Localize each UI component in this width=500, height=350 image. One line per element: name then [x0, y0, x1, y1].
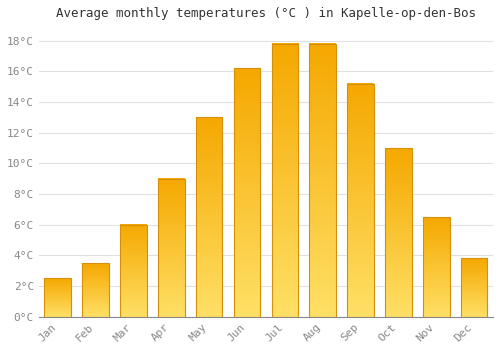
Bar — [158, 179, 184, 317]
Bar — [272, 44, 298, 317]
Bar — [348, 84, 374, 317]
Bar — [82, 263, 109, 317]
Bar — [120, 225, 146, 317]
Title: Average monthly temperatures (°C ) in Kapelle-op-den-Bos: Average monthly temperatures (°C ) in Ka… — [56, 7, 476, 20]
Bar — [310, 44, 336, 317]
Bar — [196, 117, 222, 317]
Bar — [234, 68, 260, 317]
Bar — [385, 148, 411, 317]
Bar — [423, 217, 450, 317]
Bar — [461, 259, 487, 317]
Bar — [44, 279, 71, 317]
